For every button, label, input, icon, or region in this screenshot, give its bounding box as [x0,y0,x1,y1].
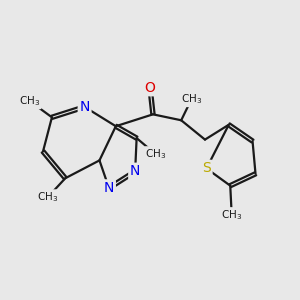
Text: S: S [202,161,211,176]
Text: N: N [80,100,90,114]
Text: CH$_3$: CH$_3$ [145,148,166,161]
Text: N: N [130,164,140,178]
Text: CH$_3$: CH$_3$ [37,191,58,205]
Text: CH$_3$: CH$_3$ [19,94,40,108]
Text: O: O [145,81,155,94]
Text: CH$_3$: CH$_3$ [181,92,202,106]
Text: N: N [104,181,114,195]
Text: CH$_3$: CH$_3$ [221,208,242,222]
